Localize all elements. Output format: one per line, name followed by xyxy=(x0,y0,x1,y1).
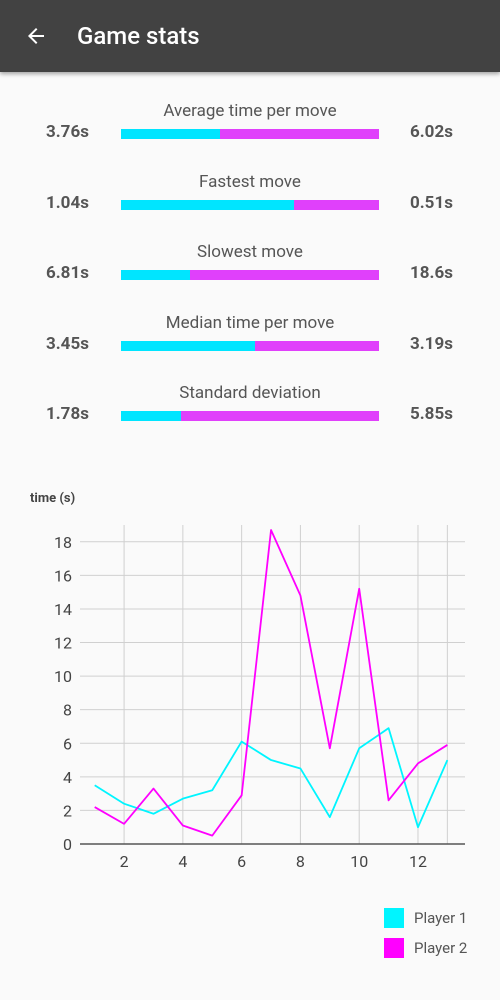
legend-swatch xyxy=(384,908,404,928)
x-tick-label: 6 xyxy=(237,852,246,871)
comparison-bar xyxy=(121,199,379,210)
player1-bar xyxy=(121,340,256,351)
player1-value: 1.04s xyxy=(46,192,89,213)
y-tick-label: 12 xyxy=(54,634,72,653)
player2-bar xyxy=(181,411,379,421)
legend-item-player1[interactable]: Player 1 xyxy=(384,903,467,933)
stat-label: Slowest move xyxy=(197,242,303,262)
y-tick-label: 18 xyxy=(54,533,72,552)
x-tick-label: 12 xyxy=(409,852,427,871)
stat-standard-deviation: Standard deviation 1.78s 5.85s xyxy=(0,374,500,445)
comparison-bar xyxy=(121,411,379,421)
y-tick-label: 2 xyxy=(63,801,72,820)
y-tick-label: 0 xyxy=(63,835,72,854)
comparison-bar xyxy=(121,340,379,351)
stat-label: Average time per move xyxy=(163,101,337,121)
player2-bar xyxy=(294,199,379,210)
player2-value: 6.02s xyxy=(410,122,453,142)
stat-label: Median time per move xyxy=(165,312,335,333)
legend-label: Player 2 xyxy=(414,939,468,957)
app-bar: Game stats xyxy=(0,0,500,72)
player2-value: 18.6s xyxy=(410,263,453,283)
player2-value: 5.85s xyxy=(410,404,453,424)
stat-label: Fastest move xyxy=(199,171,301,192)
y-tick-label: 16 xyxy=(54,566,72,585)
y-axis-label: time (s) xyxy=(30,491,75,506)
stat-average-time: Average time per move 3.76s 6.02s xyxy=(0,92,500,163)
player2-value: 0.51s xyxy=(410,192,453,213)
stats-list: Average time per move 3.76s 6.02s Fastes… xyxy=(0,92,500,445)
back-button[interactable] xyxy=(18,18,54,54)
chart-legend: Player 1 Player 2 xyxy=(384,903,467,963)
stat-slowest-move: Slowest move 6.81s 18.6s xyxy=(0,233,500,304)
player1-value: 6.81s xyxy=(46,263,89,283)
legend-label: Player 1 xyxy=(414,909,468,927)
y-tick-label: 14 xyxy=(54,600,72,619)
player1-value: 3.45s xyxy=(46,333,89,354)
x-tick-label: 2 xyxy=(120,852,129,871)
player1-bar xyxy=(121,199,295,210)
y-tick-label: 4 xyxy=(63,768,72,787)
x-axis-label: moves xyxy=(253,878,292,880)
y-tick-label: 10 xyxy=(54,667,72,686)
player1-bar xyxy=(121,411,182,421)
comparison-bar xyxy=(121,129,379,139)
player2-value: 3.19s xyxy=(410,333,453,354)
legend-swatch xyxy=(384,938,404,958)
series-line-player2 xyxy=(94,529,448,837)
player1-bar xyxy=(121,270,191,280)
player2-bar xyxy=(255,340,379,351)
player1-value: 1.78s xyxy=(46,404,89,424)
y-tick-label: 8 xyxy=(63,701,72,720)
stat-label: Standard deviation xyxy=(179,383,321,403)
legend-item-player2[interactable]: Player 2 xyxy=(384,933,467,963)
x-tick-label: 4 xyxy=(178,852,187,871)
stat-median-time: Median time per move 3.45s 3.19s xyxy=(0,304,500,375)
comparison-bar xyxy=(121,270,379,280)
player1-bar xyxy=(121,129,221,139)
time-per-move-chart: 0 2 4 6 8 10 12 14 16 18 2 4 6 8 10 12 time (s) moves xyxy=(30,491,465,880)
player2-bar xyxy=(190,270,379,280)
x-tick-label: 10 xyxy=(350,852,368,871)
page-title: Game stats xyxy=(77,22,200,50)
series-line-player1 xyxy=(94,727,449,829)
player1-value: 3.76s xyxy=(46,122,89,142)
player2-bar xyxy=(220,129,379,139)
stat-fastest-move: Fastest move 1.04s 0.51s xyxy=(0,163,500,234)
x-tick-label: 8 xyxy=(296,852,305,871)
arrow-back-icon xyxy=(28,28,44,44)
y-tick-label: 6 xyxy=(63,734,72,753)
